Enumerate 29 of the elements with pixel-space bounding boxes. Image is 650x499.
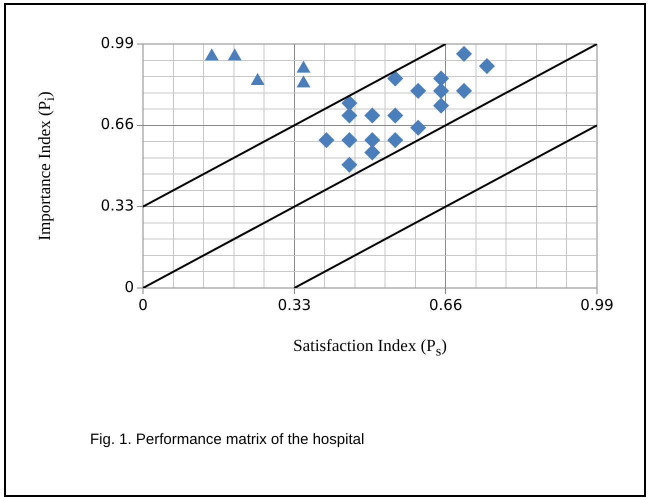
x-tick-label: 0.66	[428, 296, 462, 314]
y-tick-label: 0	[124, 278, 134, 296]
x-tick-label: 0	[138, 296, 148, 314]
point	[341, 156, 358, 173]
point	[433, 82, 450, 99]
point	[341, 107, 358, 124]
point	[433, 70, 450, 87]
point	[387, 70, 404, 87]
x-tick-label: 0.33	[278, 296, 312, 314]
point	[341, 132, 358, 148]
point	[387, 107, 404, 124]
point	[364, 132, 380, 148]
y-tick-label: 0.33	[100, 196, 134, 215]
point	[456, 82, 472, 99]
y-tick-label: 0.66	[100, 115, 134, 134]
point	[456, 46, 472, 62]
point	[478, 58, 495, 74]
y-tick-label: 0.99	[100, 34, 134, 52]
point	[318, 132, 334, 148]
point	[364, 144, 380, 160]
point	[410, 82, 426, 99]
point	[433, 98, 450, 114]
x-tick-label: 0.99	[580, 296, 614, 314]
point	[410, 120, 426, 136]
point	[387, 132, 404, 148]
point	[364, 107, 380, 124]
x-axis-title: Satisfaction Index (P$_{s}$)	[293, 336, 447, 360]
caption: Fig. 1. Performance matrix of the hospital	[90, 431, 364, 448]
point	[341, 95, 358, 112]
